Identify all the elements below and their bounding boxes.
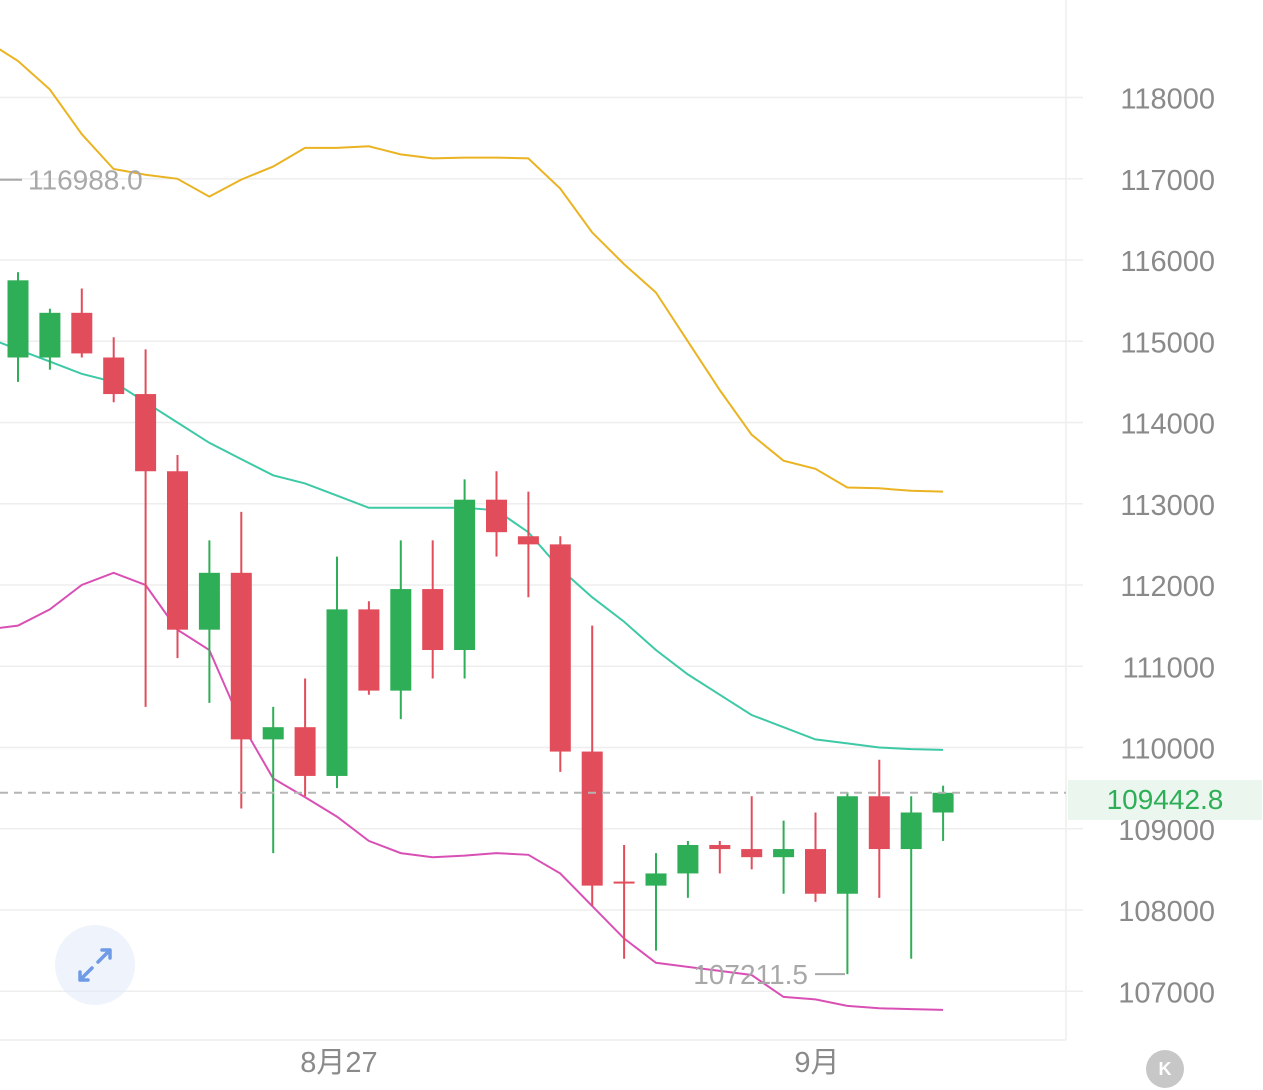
current-price-tag: 109442.8 xyxy=(1068,780,1262,820)
candle-body xyxy=(454,499,476,650)
candle-body xyxy=(135,394,157,472)
high-label: 116988.0 xyxy=(28,165,143,196)
candle xyxy=(868,759,890,898)
grid-lines xyxy=(0,96,1083,992)
candle xyxy=(709,840,731,874)
candle xyxy=(230,511,252,809)
candle xyxy=(549,536,571,772)
candle-body xyxy=(262,727,284,740)
candle xyxy=(836,792,858,975)
candle-body xyxy=(549,544,571,752)
candle-body xyxy=(932,792,954,813)
fullscreen-button[interactable] xyxy=(55,925,135,1005)
price-axis-labels: 118000 117000 116000 115000 114000 113000 1120… xyxy=(1118,84,1215,1010)
candle xyxy=(645,853,667,951)
candle-body xyxy=(230,572,252,740)
candle-body xyxy=(613,881,635,884)
y-tick-label: 115000 xyxy=(1120,327,1215,359)
candle-body xyxy=(71,312,93,354)
current-price-value: 109442.8 xyxy=(1106,784,1224,815)
candle xyxy=(294,678,316,797)
candle xyxy=(932,785,954,841)
candle-body xyxy=(103,357,125,395)
candle xyxy=(677,840,699,898)
candle xyxy=(517,491,539,598)
candle-body xyxy=(581,751,603,886)
candle xyxy=(486,471,507,557)
y-tick-label: 107000 xyxy=(1118,977,1215,1009)
candle-body xyxy=(390,589,412,691)
candle-body xyxy=(326,609,348,776)
candle-body xyxy=(422,589,444,650)
candle-body xyxy=(167,471,188,630)
upper-band-line xyxy=(0,48,944,493)
candle-body xyxy=(7,280,29,358)
candle-body xyxy=(805,849,826,894)
candle xyxy=(326,556,348,789)
candle xyxy=(135,349,157,707)
y-tick-label: 117000 xyxy=(1120,165,1215,197)
y-tick-label: 108000 xyxy=(1118,896,1215,928)
y-tick-label: 118000 xyxy=(1120,84,1215,116)
candle-body xyxy=(198,572,220,630)
candle-body xyxy=(868,796,890,850)
candle-body xyxy=(517,536,539,545)
candle xyxy=(358,601,380,695)
candle-body xyxy=(741,849,763,858)
time-axis-labels: 8月27 9月 xyxy=(300,1047,839,1079)
low-label: 107211.5 xyxy=(693,959,808,990)
candle xyxy=(39,308,61,370)
candle xyxy=(167,455,188,659)
candle-body xyxy=(677,845,699,874)
y-tick-label: 113000 xyxy=(1120,490,1215,522)
high-low-annotations: 116988.0 107211.5 xyxy=(0,165,845,990)
candle-body xyxy=(486,499,507,533)
y-tick-label: 112000 xyxy=(1120,571,1215,603)
expand-arrows-icon xyxy=(78,948,112,982)
candle-body xyxy=(39,312,61,358)
y-tick-label: 116000 xyxy=(1120,246,1215,278)
x-tick-label: 9月 xyxy=(794,1047,839,1079)
k-icon: K xyxy=(1158,1058,1172,1079)
candle-body xyxy=(358,609,380,691)
y-tick-label: 110000 xyxy=(1120,734,1215,766)
candle-body xyxy=(294,727,316,776)
y-tick-label: 111000 xyxy=(1123,652,1215,684)
candle xyxy=(454,479,476,679)
candle xyxy=(7,272,29,382)
candle xyxy=(422,540,444,679)
candle-body xyxy=(645,873,667,886)
candle xyxy=(805,812,826,902)
candle xyxy=(741,796,763,870)
x-tick-label: 8月27 xyxy=(300,1047,377,1079)
y-tick-label: 114000 xyxy=(1120,409,1215,441)
candles xyxy=(7,272,954,975)
candle xyxy=(198,540,220,703)
candle xyxy=(390,540,412,720)
y-tick-label: 109000 xyxy=(1118,815,1215,847)
candle xyxy=(103,337,125,403)
candle-body xyxy=(900,812,922,850)
candle-body xyxy=(836,796,858,894)
candle-body xyxy=(709,845,731,850)
candle xyxy=(613,845,635,959)
candle xyxy=(581,625,603,906)
candle-body xyxy=(773,849,795,858)
candle xyxy=(262,706,284,854)
candle xyxy=(900,796,922,959)
k-line-button[interactable]: K xyxy=(1146,1050,1184,1088)
candle xyxy=(773,820,795,894)
candle xyxy=(71,288,93,358)
